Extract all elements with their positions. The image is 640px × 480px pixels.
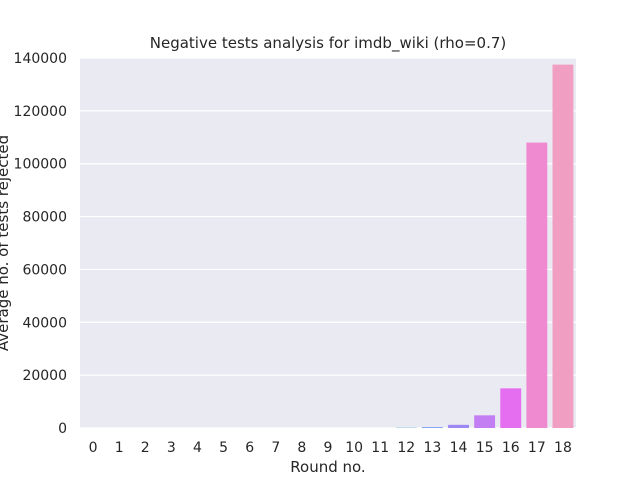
x-axis-label: Round no. [290, 458, 365, 476]
x-tick-label: 10 [345, 440, 363, 456]
x-tick-label: 8 [297, 440, 306, 456]
y-tick-labels: 0 20000 40000 60000 80000 100000 120000 140000 [14, 51, 67, 437]
x-tick-label: 9 [324, 440, 333, 456]
bar-round-16 [500, 388, 522, 428]
bars [395, 64, 574, 429]
y-axis-label: Average no. of tests rejected [0, 135, 12, 351]
x-tick-label: 7 [271, 440, 280, 456]
y-tick-label: 40000 [22, 315, 67, 331]
x-tick-label: 16 [502, 440, 520, 456]
x-tick-label: 12 [397, 440, 415, 456]
x-tick-label: 2 [141, 440, 150, 456]
bar-round-18 [552, 64, 574, 428]
x-tick-label: 0 [89, 440, 98, 456]
x-tick-label: 17 [528, 440, 546, 456]
y-tick-label: 140000 [14, 51, 67, 67]
x-tick-label: 1 [115, 440, 124, 456]
plot-area [80, 58, 576, 428]
x-tick-label: 18 [554, 440, 572, 456]
x-tick-label: 4 [193, 440, 202, 456]
x-tick-labels: 0 1 2 3 4 5 6 7 8 9 10 11 12 13 14 15 16 17 18 [89, 440, 572, 456]
y-tick-label: 0 [58, 421, 67, 437]
y-tick-label: 80000 [22, 210, 67, 226]
gridlines [80, 57, 576, 429]
bar-round-17 [526, 142, 548, 429]
y-tick-label: 20000 [22, 368, 67, 384]
x-tick-label: 13 [424, 440, 442, 456]
bar-round-13 [421, 427, 443, 428]
bar-round-14 [448, 424, 469, 428]
x-tick-label: 15 [476, 440, 494, 456]
x-tick-label: 6 [245, 440, 254, 456]
y-tick-label: 120000 [14, 104, 67, 120]
chart-title: Negative tests analysis for imdb_wiki (r… [150, 34, 506, 53]
bar-round-15 [474, 415, 496, 428]
x-tick-label: 11 [371, 440, 389, 456]
x-tick-label: 5 [219, 440, 228, 456]
x-tick-label: 3 [167, 440, 176, 456]
x-tick-label: 14 [450, 440, 468, 456]
y-tick-label: 100000 [14, 157, 67, 173]
y-tick-label: 60000 [22, 262, 67, 278]
